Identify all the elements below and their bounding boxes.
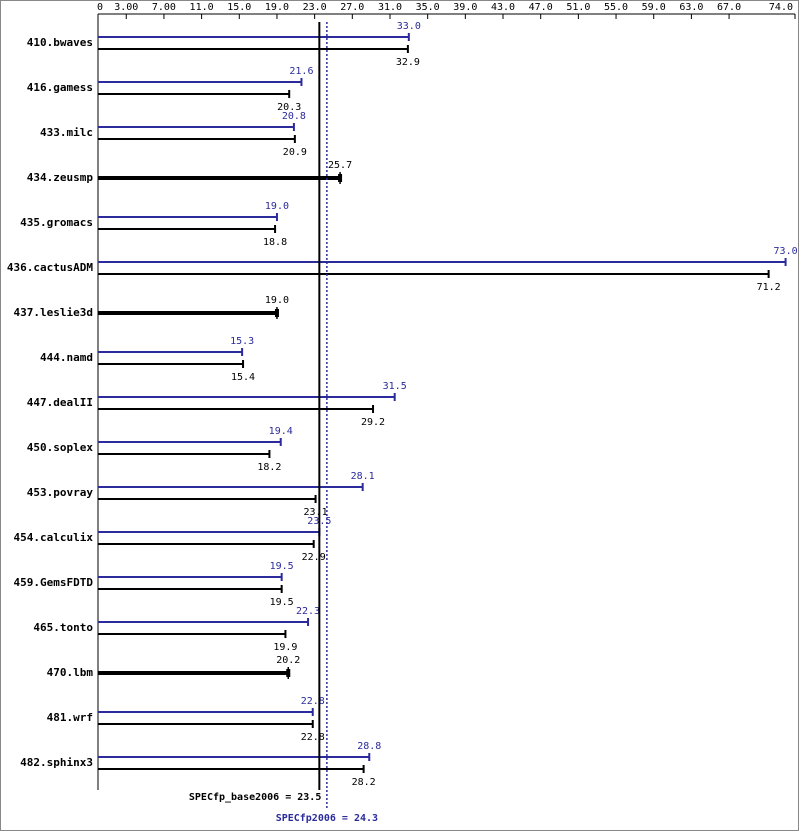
category-label: 410.bwaves [27, 36, 93, 49]
value-label: 23.1 [304, 507, 328, 518]
bar [98, 618, 310, 626]
x-tick-label: 3.00 [114, 2, 138, 13]
x-tick-label: 55.0 [604, 2, 628, 13]
value-label: 18.8 [263, 237, 287, 248]
bar [98, 45, 409, 53]
bar [98, 753, 371, 761]
value-label: 32.9 [396, 57, 420, 68]
bar [98, 405, 375, 413]
bar [98, 540, 315, 548]
category-label: 459.GemsFDTD [14, 576, 94, 589]
value-label: 19.0 [265, 295, 289, 306]
category-label: 416.gamess [27, 81, 93, 94]
x-tick-label: 35.0 [416, 2, 440, 13]
reference-label: SPECfp2006 = 24.3 [276, 813, 378, 824]
value-label: 28.1 [351, 471, 375, 482]
bar [98, 258, 787, 266]
bar [98, 78, 303, 86]
bar [98, 33, 410, 41]
value-label: 28.8 [357, 741, 381, 752]
x-tick-label: 11.0 [190, 2, 214, 13]
x-tick-label: 67.0 [717, 2, 741, 13]
category-label: 444.namd [40, 351, 93, 364]
bar [98, 360, 245, 368]
value-label: 19.9 [273, 642, 297, 653]
category-label: 481.wrf [47, 711, 93, 724]
x-tick-label: 27.0 [340, 2, 364, 13]
x-tick-label: 59.0 [642, 2, 666, 13]
x-tick-label: 7.00 [152, 2, 176, 13]
value-label: 22.3 [296, 606, 320, 617]
bar [98, 348, 244, 356]
value-label: 73.0 [774, 246, 798, 257]
x-tick-label: 15.0 [227, 2, 251, 13]
value-label: 15.4 [231, 372, 255, 383]
reference-label: SPECfp_base2006 = 23.5 [189, 792, 321, 803]
value-label: 20.2 [276, 655, 300, 666]
value-label: 22.9 [302, 552, 326, 563]
bar [98, 708, 314, 716]
bar [98, 630, 287, 638]
value-label: 18.2 [257, 462, 281, 473]
category-label: 447.dealII [27, 396, 93, 409]
value-label: 19.0 [265, 201, 289, 212]
category-label: 465.tonto [33, 621, 93, 634]
category-label: 433.milc [40, 126, 93, 139]
value-label: 19.4 [269, 426, 293, 437]
value-label: 15.3 [230, 336, 254, 347]
category-label: 434.zeusmp [27, 171, 94, 184]
value-label: 19.5 [270, 561, 294, 572]
category-label: 453.povray [27, 486, 94, 499]
x-tick-label: 51.0 [566, 2, 590, 13]
value-label: 22.8 [301, 732, 325, 743]
bar [98, 573, 283, 581]
x-tick-label: 31.0 [378, 2, 402, 13]
bar [98, 585, 283, 593]
value-label: 28.2 [352, 777, 376, 788]
bar [98, 225, 277, 233]
category-label: 437.leslie3d [14, 306, 93, 319]
value-label: 33.0 [397, 21, 421, 32]
bar [98, 393, 396, 401]
x-tick-label: 19.0 [265, 2, 289, 13]
value-label: 19.5 [270, 597, 294, 608]
category-label: 436.cactusADM [7, 261, 93, 274]
value-label: 71.2 [757, 282, 781, 293]
x-tick-label: 47.0 [529, 2, 553, 13]
bar [98, 135, 296, 143]
bar [98, 270, 770, 278]
bar [98, 123, 295, 131]
value-label: 31.5 [383, 381, 407, 392]
x-tick-label: 23.0 [303, 2, 327, 13]
value-label: 21.6 [289, 66, 313, 77]
bar [98, 438, 282, 446]
value-label: 22.8 [301, 696, 325, 707]
value-label: 20.8 [282, 111, 306, 122]
x-tick-label: 74.0 [769, 2, 793, 13]
value-label: 20.9 [283, 147, 307, 158]
category-label: 454.calculix [14, 531, 94, 544]
bar [98, 720, 314, 728]
value-label: 29.2 [361, 417, 385, 428]
bar [98, 90, 291, 98]
category-label: 450.soplex [27, 441, 94, 454]
x-tick-label: 43.0 [491, 2, 515, 13]
bar [98, 495, 317, 503]
value-label: 25.7 [328, 160, 352, 171]
x-tick-label: 39.0 [453, 2, 477, 13]
value-label: 20.3 [277, 102, 301, 113]
category-label: 435.gromacs [20, 216, 93, 229]
category-label: 470.lbm [47, 666, 94, 679]
category-label: 482.sphinx3 [20, 756, 93, 769]
x-tick-label: 63.0 [679, 2, 703, 13]
bar [98, 213, 278, 221]
x-tick-label: 0 [97, 2, 103, 13]
bar [98, 450, 271, 458]
